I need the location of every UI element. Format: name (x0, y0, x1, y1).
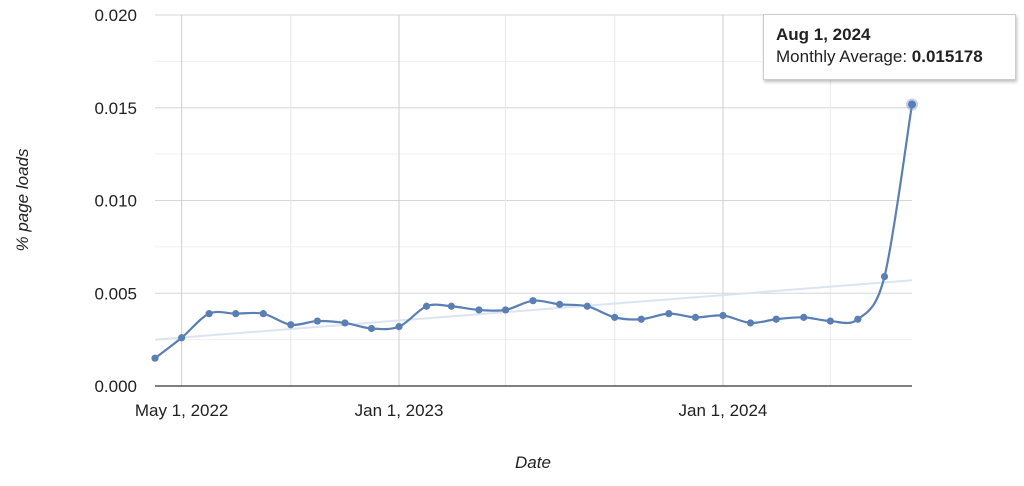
y-axis-ticks: 0.000 0.005 0.010 0.015 0.020 (94, 6, 137, 396)
data-point (232, 310, 240, 318)
data-point (529, 297, 537, 305)
data-point (501, 306, 510, 314)
data-point (691, 313, 700, 321)
data-point (908, 100, 916, 109)
data-point (583, 302, 591, 310)
tooltip-date: Aug 1, 2024 (776, 25, 871, 44)
data-point (880, 272, 889, 281)
tooltip-label: Monthly Average: (776, 47, 912, 66)
trendline-layer (154, 279, 913, 341)
data-point (611, 313, 619, 321)
data-point (395, 323, 403, 331)
tooltip-row: Monthly Average: 0.015178 (776, 45, 1003, 69)
x-tick-label: May 1, 2022 (135, 401, 229, 420)
data-point (746, 319, 755, 327)
trendline (154, 279, 913, 341)
data-point (178, 334, 186, 342)
series-layer (151, 98, 918, 362)
x-tick-label: Jan 1, 2024 (679, 401, 768, 420)
x-tick-label: Jan 1, 2023 (355, 401, 444, 420)
data-point (475, 306, 483, 314)
y-axis-title: % page loads (13, 148, 32, 252)
series-line (154, 104, 914, 360)
data-point (854, 315, 862, 323)
data-point (422, 302, 431, 310)
data-point (826, 317, 834, 325)
data-point (287, 321, 295, 329)
data-point (341, 319, 349, 327)
data-point (205, 310, 213, 318)
y-tick-label: 0.020 (94, 6, 137, 25)
data-point (151, 354, 159, 362)
data-point (719, 311, 727, 320)
y-tick-label: 0.010 (94, 192, 137, 211)
data-point (772, 315, 780, 323)
tooltip-value: 0.015178 (911, 47, 983, 66)
y-tick-label: 0.005 (94, 284, 137, 303)
data-point (447, 302, 456, 310)
gridlines (155, 14, 912, 387)
tooltip: Aug 1, 2024 Monthly Average: 0.015178 (763, 14, 1016, 80)
data-point (800, 313, 808, 321)
data-point (313, 317, 322, 325)
x-axis-ticks: May 1, 2022 Jan 1, 2023 Jan 1, 2024 (135, 401, 768, 420)
x-axis-title: Date (515, 453, 551, 472)
y-tick-label: 0.015 (94, 99, 137, 118)
data-point (665, 310, 673, 318)
y-tick-label: 0.000 (94, 377, 137, 396)
data-point (556, 300, 564, 308)
data-point (367, 324, 376, 333)
data-point (637, 315, 645, 323)
data-point (259, 310, 267, 318)
